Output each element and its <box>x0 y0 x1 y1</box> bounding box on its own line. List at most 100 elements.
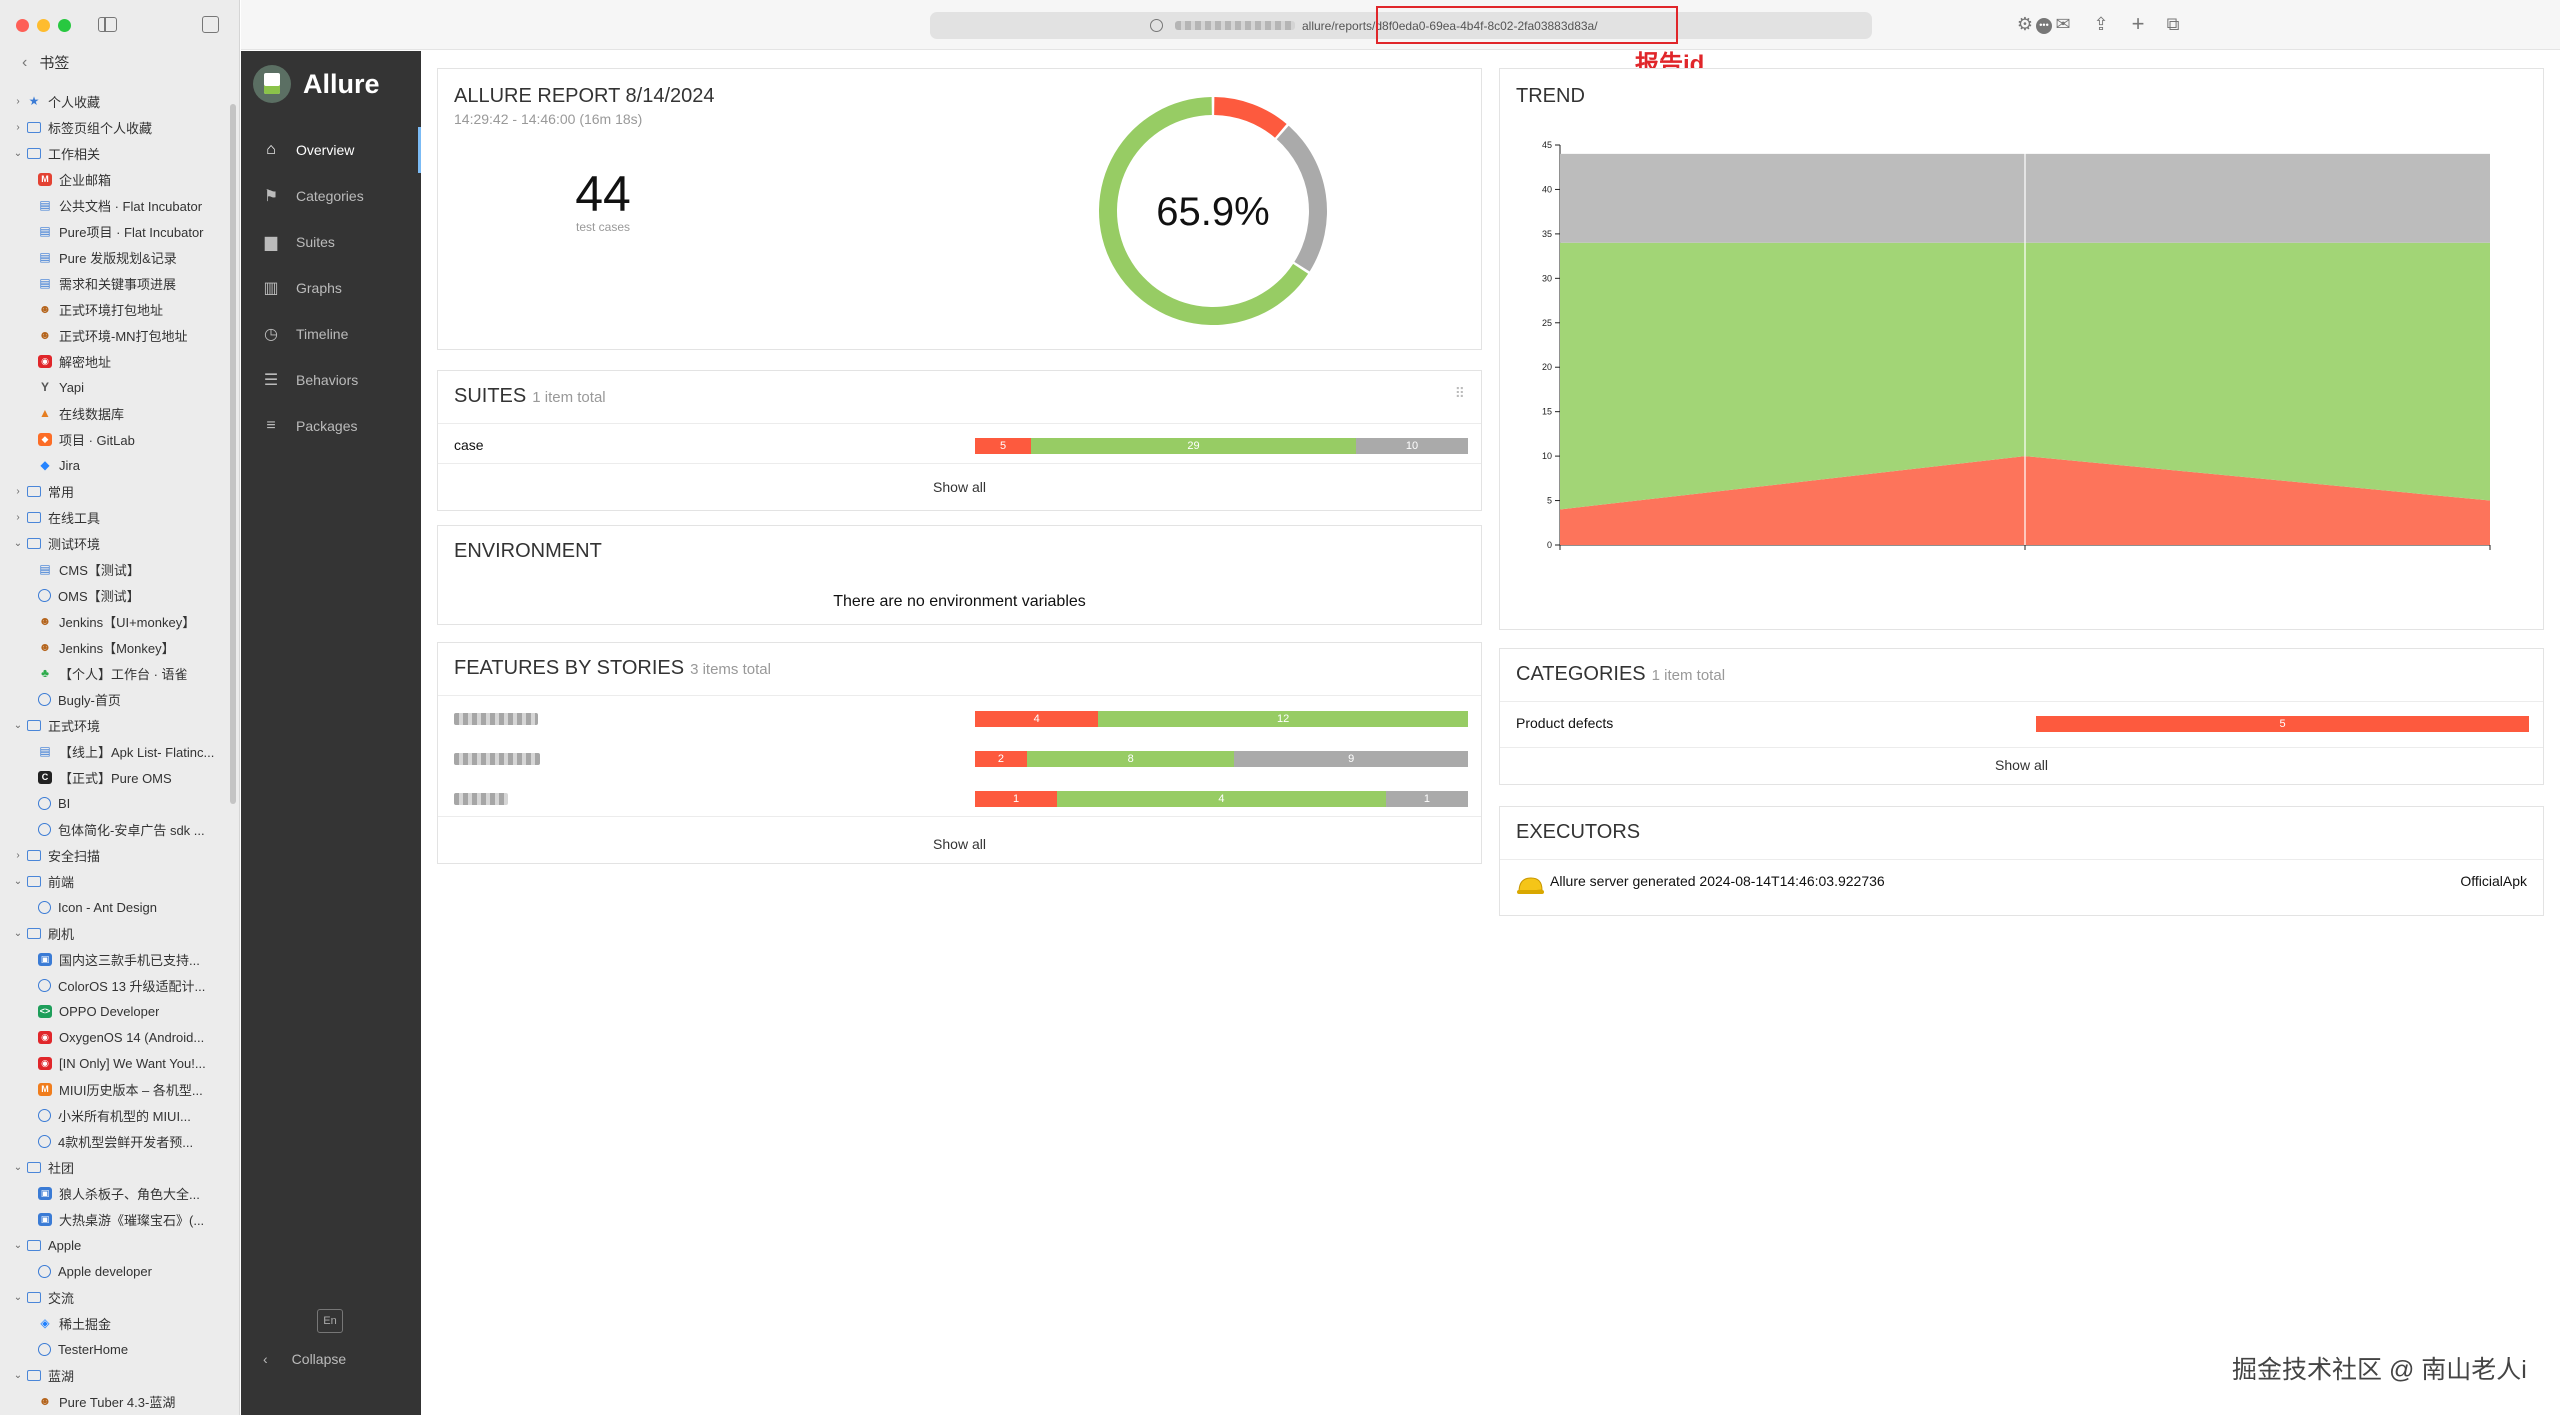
bookmark-item[interactable]: ⌄ Apple <box>0 1232 232 1258</box>
chevron-down-icon[interactable]: ⌄ <box>13 1239 23 1251</box>
nav-behaviors[interactable]: ☰ Behaviors <box>241 357 421 403</box>
address-bar[interactable]: allure/reports/d8f0eda0-69ea-4b4f-8c02-2… <box>930 12 2052 39</box>
executor-name[interactable]: Allure server generated 2024-08-14T14:46… <box>1550 873 1885 889</box>
bookmark-item[interactable]: Y Yapi <box>0 374 232 400</box>
bookmark-item[interactable]: BI <box>0 790 232 816</box>
bookmark-item[interactable]: ⌄ 工作相关 <box>0 140 232 166</box>
bookmark-item[interactable]: › 标签页组个人收藏 <box>0 114 232 140</box>
bookmark-item[interactable]: › ★ 个人收藏 <box>0 88 232 114</box>
nav-suites[interactable]: ▆ Suites <box>241 219 421 265</box>
chevron-down-icon[interactable]: ⌄ <box>13 719 23 731</box>
bookmark-item[interactable]: ▣ 国内这三款手机已支持... <box>0 946 232 972</box>
categories-show-all[interactable]: Show all <box>1995 757 2048 773</box>
tab-overview-icon[interactable] <box>202 16 219 33</box>
donut-slice-skipped[interactable] <box>1276 125 1327 272</box>
bookmark-item[interactable]: M MIUI历史版本 – 各机型... <box>0 1076 232 1102</box>
bookmark-item[interactable]: ⌄ 蓝湖 <box>0 1362 232 1388</box>
nav-timeline[interactable]: ◷ Timeline <box>241 311 421 357</box>
more-icon[interactable]: ••• <box>2036 18 2052 34</box>
bookmark-item[interactable]: OMS【测试】 <box>0 582 232 608</box>
bookmark-item[interactable]: M 企业邮箱 <box>0 166 232 192</box>
bookmark-item[interactable]: ☻ 正式环境-MN打包地址 <box>0 322 232 348</box>
bookmark-item[interactable]: ⌄ 正式环境 <box>0 712 232 738</box>
bookmark-item[interactable]: Bugly-首页 <box>0 686 232 712</box>
features-show-all[interactable]: Show all <box>933 836 986 852</box>
feature-status-bar[interactable]: 4 12 <box>975 711 1468 727</box>
chevron-down-icon[interactable]: ⌄ <box>13 927 23 939</box>
chevron-down-icon[interactable]: ⌄ <box>13 875 23 887</box>
suite-name[interactable]: case <box>454 437 484 453</box>
minimize-window-button[interactable] <box>37 19 50 32</box>
chevron-right-icon[interactable]: › <box>16 485 20 497</box>
zoom-window-button[interactable] <box>58 19 71 32</box>
bookmark-item[interactable]: ▤ Pure项目 · Flat Incubator <box>0 218 232 244</box>
bookmark-item[interactable]: ▤ 【线上】Apk List- Flatinc... <box>0 738 232 764</box>
bookmark-item[interactable]: ◆ 项目 · GitLab <box>0 426 232 452</box>
bookmark-item[interactable]: ⌄ 社团 <box>0 1154 232 1180</box>
bookmark-item[interactable]: ▤ 公共文档 · Flat Incubator <box>0 192 232 218</box>
bookmark-item[interactable]: ◉ OxygenOS 14 (Android... <box>0 1024 232 1050</box>
language-switch[interactable]: En <box>317 1309 343 1333</box>
bookmark-item[interactable]: ▣ 狼人杀板子、角色大全... <box>0 1180 232 1206</box>
bookmark-item[interactable]: TesterHome <box>0 1336 232 1362</box>
close-window-button[interactable] <box>16 19 29 32</box>
bookmark-item[interactable]: › 常用 <box>0 478 232 504</box>
bookmark-item[interactable]: ♣ 【个人】工作台 · 语雀 <box>0 660 232 686</box>
bookmark-item[interactable]: 包体简化-安卓广告 sdk ... <box>0 816 232 842</box>
bookmark-item[interactable]: ▤ Pure 发版规划&记录 <box>0 244 232 270</box>
mail-icon[interactable]: ✉ <box>2055 14 2071 34</box>
chevron-right-icon[interactable]: › <box>16 95 20 107</box>
feature-name-blurred[interactable] <box>454 793 508 805</box>
donut-slice-failed[interactable] <box>1214 97 1287 138</box>
chevron-down-icon[interactable]: ⌄ <box>13 537 23 549</box>
nav-overview[interactable]: ⌂ Overview <box>241 127 421 173</box>
sidebar-toggle-icon[interactable] <box>98 17 117 32</box>
bookmark-item[interactable]: ◆ Jira <box>0 452 232 478</box>
sidebar-scrollbar[interactable] <box>230 104 236 804</box>
bookmark-item[interactable]: C 【正式】Pure OMS <box>0 764 232 790</box>
chevron-down-icon[interactable]: ⌄ <box>13 1291 23 1303</box>
suites-show-all[interactable]: Show all <box>933 479 986 495</box>
bookmark-item[interactable]: ☻ Pure Tuber 4.3-蓝湖 <box>0 1388 232 1414</box>
bookmark-item[interactable]: ⌄ 测试环境 <box>0 530 232 556</box>
bookmark-item[interactable]: › 在线工具 <box>0 504 232 530</box>
tabs-icon[interactable]: ⧉ <box>2166 14 2180 34</box>
bookmark-item[interactable]: ☻ Jenkins【Monkey】 <box>0 634 232 660</box>
bookmark-item[interactable]: 小米所有机型的 MIUI... <box>0 1102 232 1128</box>
bookmark-item[interactable]: ◈ 稀土掘金 <box>0 1310 232 1336</box>
bookmark-item[interactable]: <> OPPO Developer <box>0 998 232 1024</box>
bookmark-item[interactable]: ☻ Jenkins【UI+monkey】 <box>0 608 232 634</box>
bookmark-item[interactable]: › 安全扫描 <box>0 842 232 868</box>
bookmark-item[interactable]: ▤ CMS【测试】 <box>0 556 232 582</box>
bookmark-item[interactable]: ColorOS 13 升级适配计... <box>0 972 232 998</box>
chevron-down-icon[interactable]: ⌄ <box>13 147 23 159</box>
collapse-button[interactable]: ‹ Collapse <box>263 1351 346 1367</box>
nav-graphs[interactable]: ▥ Graphs <box>241 265 421 311</box>
chevron-down-icon[interactable]: ⌄ <box>13 1369 23 1381</box>
bookmark-item[interactable]: 4款机型尝鲜开发者预... <box>0 1128 232 1154</box>
bookmark-item[interactable]: ▣ 大热桌游《璀璨宝石》(... <box>0 1206 232 1232</box>
bookmark-item[interactable]: ⌄ 前端 <box>0 868 232 894</box>
bookmark-item[interactable]: Apple developer <box>0 1258 232 1284</box>
bookmark-item[interactable]: ⌄ 刷机 <box>0 920 232 946</box>
bookmark-item[interactable]: ◉ 解密地址 <box>0 348 232 374</box>
nav-packages[interactable]: ≡ Packages <box>241 403 421 449</box>
chevron-left-icon[interactable]: ‹ <box>22 53 28 71</box>
feature-name-blurred[interactable] <box>454 753 540 765</box>
settings-icon[interactable]: ⚙ <box>2016 14 2034 34</box>
suite-status-bar[interactable]: 5 29 10 <box>975 438 1468 454</box>
bookmark-item[interactable]: ⌄ 交流 <box>0 1284 232 1310</box>
bookmark-item[interactable]: Icon - Ant Design <box>0 894 232 920</box>
bookmark-item[interactable]: ☻ 正式环境打包地址 <box>0 296 232 322</box>
chevron-down-icon[interactable]: ⌄ <box>13 1161 23 1173</box>
bookmark-item[interactable]: ▤ 需求和关键事项进展 <box>0 270 232 296</box>
bookmark-item[interactable]: ▲ 在线数据库 <box>0 400 232 426</box>
category-name[interactable]: Product defects <box>1516 715 1614 731</box>
feature-name-blurred[interactable] <box>454 713 538 725</box>
chevron-right-icon[interactable]: › <box>16 121 20 133</box>
chevron-right-icon[interactable]: › <box>16 511 20 523</box>
allure-brand[interactable]: Allure <box>253 65 380 103</box>
bookmark-item[interactable]: ◉ [IN Only] We Want You!... <box>0 1050 232 1076</box>
